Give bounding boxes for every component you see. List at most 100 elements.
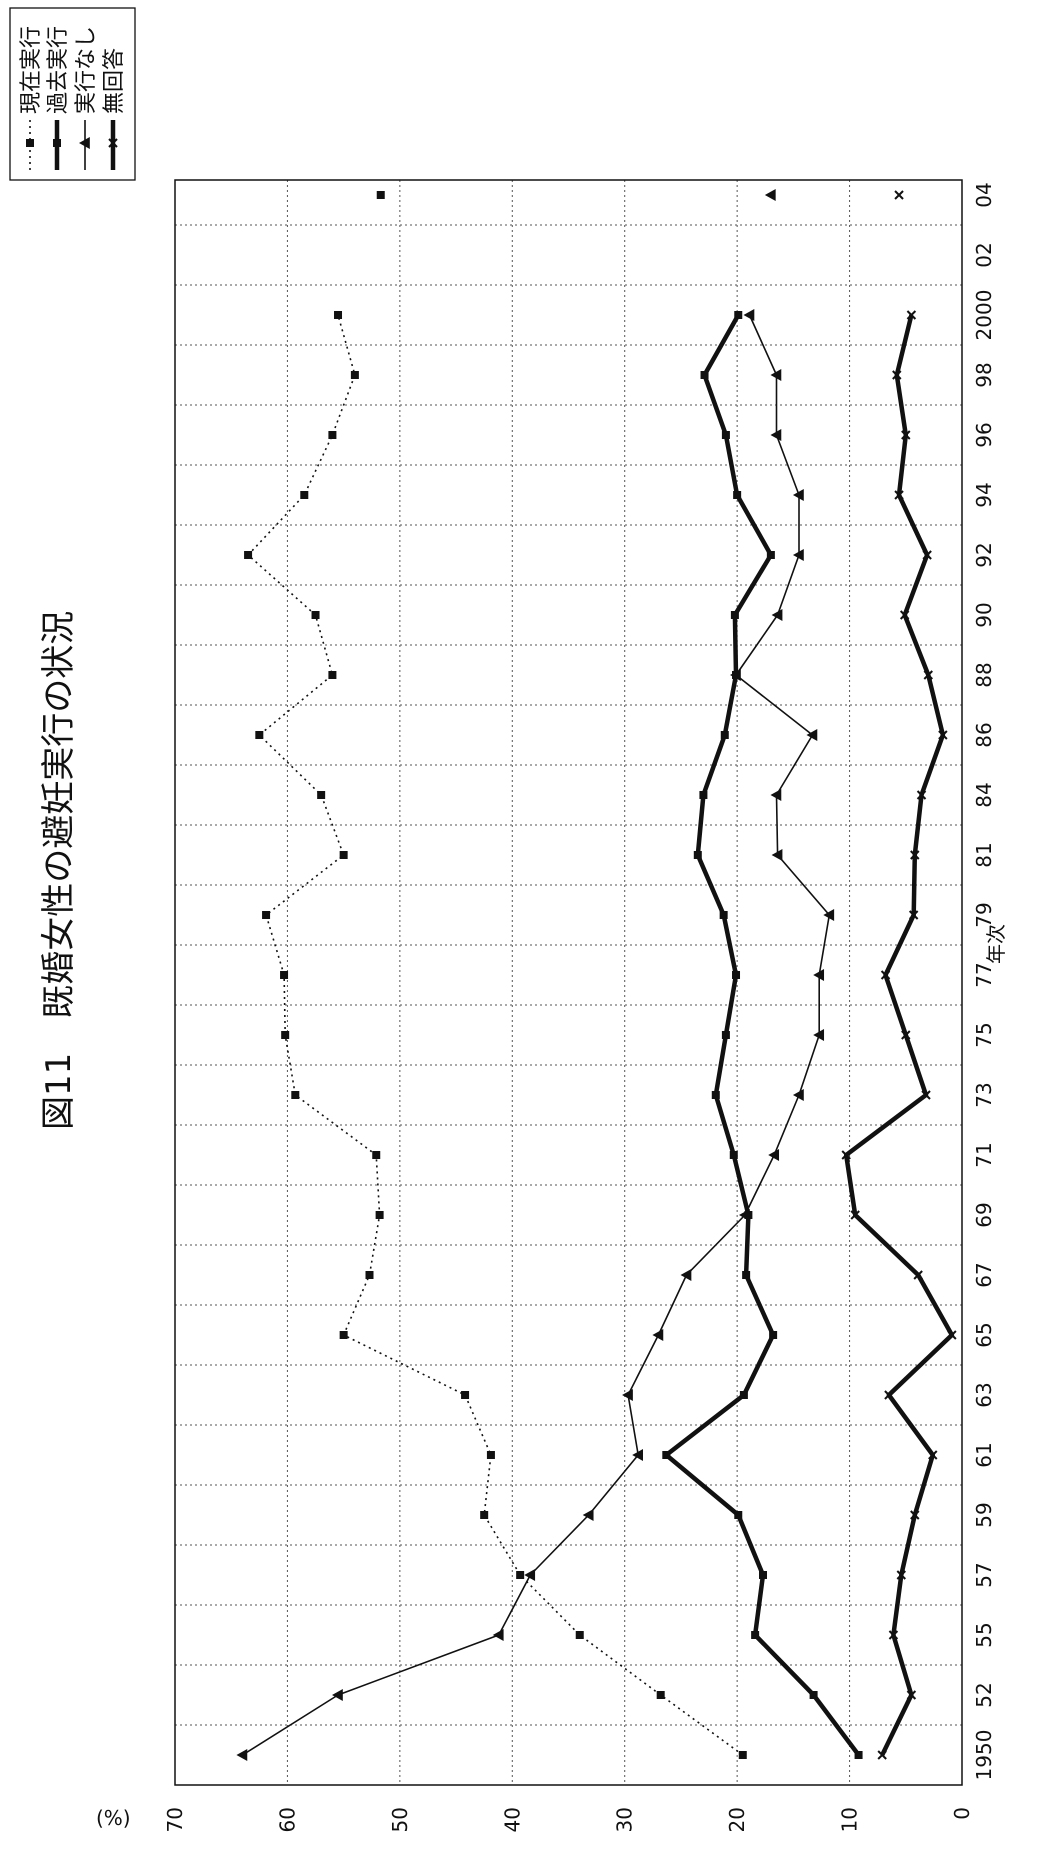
data-point-1-92: [244, 551, 253, 559]
x-tick-group-84: 84: [972, 782, 996, 807]
data-point-4-86: [938, 730, 948, 740]
data-point-4-1950: [877, 1750, 887, 1760]
x-tick-label: 77: [972, 962, 996, 987]
data-point-3-69: [739, 1209, 750, 1221]
marker-stroke: [894, 190, 904, 200]
x-tick-label: 73: [972, 1082, 996, 1107]
x-tick-label: 98: [972, 362, 996, 387]
data-point-4-84: [916, 790, 927, 800]
x-tick-group-52: 52: [972, 1682, 996, 1707]
marker-stroke: [901, 1030, 911, 1040]
data-point-2-61: [662, 1451, 671, 1459]
data-point-2-1950: [854, 1751, 863, 1759]
x-tick-label: 96: [972, 422, 996, 447]
x-tick-group-79: 79: [972, 902, 996, 927]
data-point-1-77: [280, 971, 289, 979]
y-tick-label: 20: [725, 1807, 749, 1832]
data-point-4-57: [896, 1570, 906, 1580]
legend-marker: [79, 137, 90, 149]
x-tick-group-59: 59: [972, 1502, 996, 1527]
x-tick-label: 86: [972, 722, 996, 747]
data-point-2-79: [719, 911, 728, 919]
marker-stroke: [877, 1750, 887, 1760]
data-point-1-84: [317, 791, 326, 799]
x-tick-label: 75: [972, 1022, 996, 1047]
chart-title: 図11 既婚女性の避妊実行の状況: [39, 611, 79, 1130]
x-tick-group-04: 04: [972, 182, 996, 207]
x-tick-group-73: 73: [972, 1082, 996, 1107]
series-2: [662, 311, 863, 1759]
data-point-4-55: [888, 1630, 899, 1640]
x-tick-group-55: 55: [972, 1622, 996, 1647]
y-tick-label: 50: [388, 1807, 412, 1832]
data-point-3-94: [792, 489, 804, 501]
legend-label: 現在実行: [19, 26, 44, 114]
data-point-3-67: [680, 1269, 692, 1281]
series-layer: [236, 189, 957, 1761]
x-tick-group-1950: 1950: [972, 1730, 996, 1781]
data-point-4-52: [906, 1690, 917, 1700]
data-point-3-75: [813, 1029, 825, 1041]
data-point-2-63: [739, 1391, 748, 1399]
legend-entry-4: 無回答: [102, 48, 127, 170]
data-point-4-92: [922, 550, 932, 560]
x-tick-group-61: 61: [972, 1442, 996, 1467]
data-point-4-90: [899, 610, 910, 620]
x-tick-group-86: 86: [972, 722, 996, 747]
data-point-4-81: [910, 850, 920, 860]
x-tick-label: 2000: [972, 290, 996, 341]
data-point-1-61: [486, 1451, 495, 1459]
x-tick-label: 90: [972, 602, 996, 627]
data-point-1-90: [311, 611, 320, 619]
data-point-2-57: [759, 1571, 768, 1579]
data-point-1-69: [375, 1211, 384, 1219]
x-tick-label: 71: [972, 1142, 996, 1167]
y-tick-group-30: 30: [613, 1807, 637, 1832]
marker-stroke: [938, 730, 948, 740]
marker-stroke: [913, 1270, 923, 1280]
data-point-4-94: [894, 490, 904, 500]
y-tick-group-20: 20: [725, 1807, 749, 1832]
legend-marker: [26, 139, 34, 147]
x-axis-label-group: 年次: [984, 924, 1008, 964]
grid: [175, 180, 962, 1785]
data-point-2-73: [711, 1091, 720, 1099]
x-tick-label: 69: [972, 1202, 996, 1227]
data-point-3-88: [730, 669, 741, 681]
x-tick-label: 79: [972, 902, 996, 927]
series-3: [236, 189, 835, 1761]
data-point-3-77: [813, 969, 825, 981]
legend-label: 実行なし: [74, 26, 99, 114]
data-point-3-86: [806, 729, 818, 741]
data-point-1-96: [328, 431, 337, 439]
data-point-3-2000: [743, 309, 755, 321]
marker-stroke: [884, 1390, 894, 1400]
data-point-4-04: [894, 190, 904, 200]
x-tick-group-67: 67: [972, 1262, 996, 1287]
data-point-4-61: [928, 1450, 938, 1460]
data-point-2-67: [742, 1271, 751, 1279]
x-tick-group-94: 94: [972, 482, 996, 507]
data-point-1-75: [281, 1031, 290, 1039]
data-point-1-63: [461, 1391, 470, 1399]
data-point-1-59: [480, 1511, 489, 1519]
legend: 現在実行 過去実行 実行なし 無回答: [9, 7, 136, 181]
y-tick-group-70: 70: [163, 1807, 187, 1832]
data-point-2-98: [700, 371, 709, 379]
y-tick-group-60: 60: [275, 1807, 299, 1832]
data-point-3-90: [771, 609, 783, 621]
x-tick-label: 81: [972, 842, 996, 867]
legend-marker: [53, 139, 61, 147]
data-point-4-98: [892, 370, 902, 380]
x-tick-group-69: 69: [972, 1202, 996, 1227]
marker-stroke: [947, 1330, 957, 1340]
y-tick-label: 10: [838, 1807, 862, 1832]
marker-stroke: [906, 310, 917, 320]
data-point-4-65: [947, 1330, 957, 1340]
legend-frame: [9, 7, 136, 181]
marker-stroke: [906, 1690, 917, 1700]
x-tick-group-90: 90: [972, 602, 996, 627]
x-tick-label: 04: [972, 182, 996, 207]
y-tick-label: 30: [613, 1807, 637, 1832]
x-tick-label: 02: [972, 242, 996, 267]
